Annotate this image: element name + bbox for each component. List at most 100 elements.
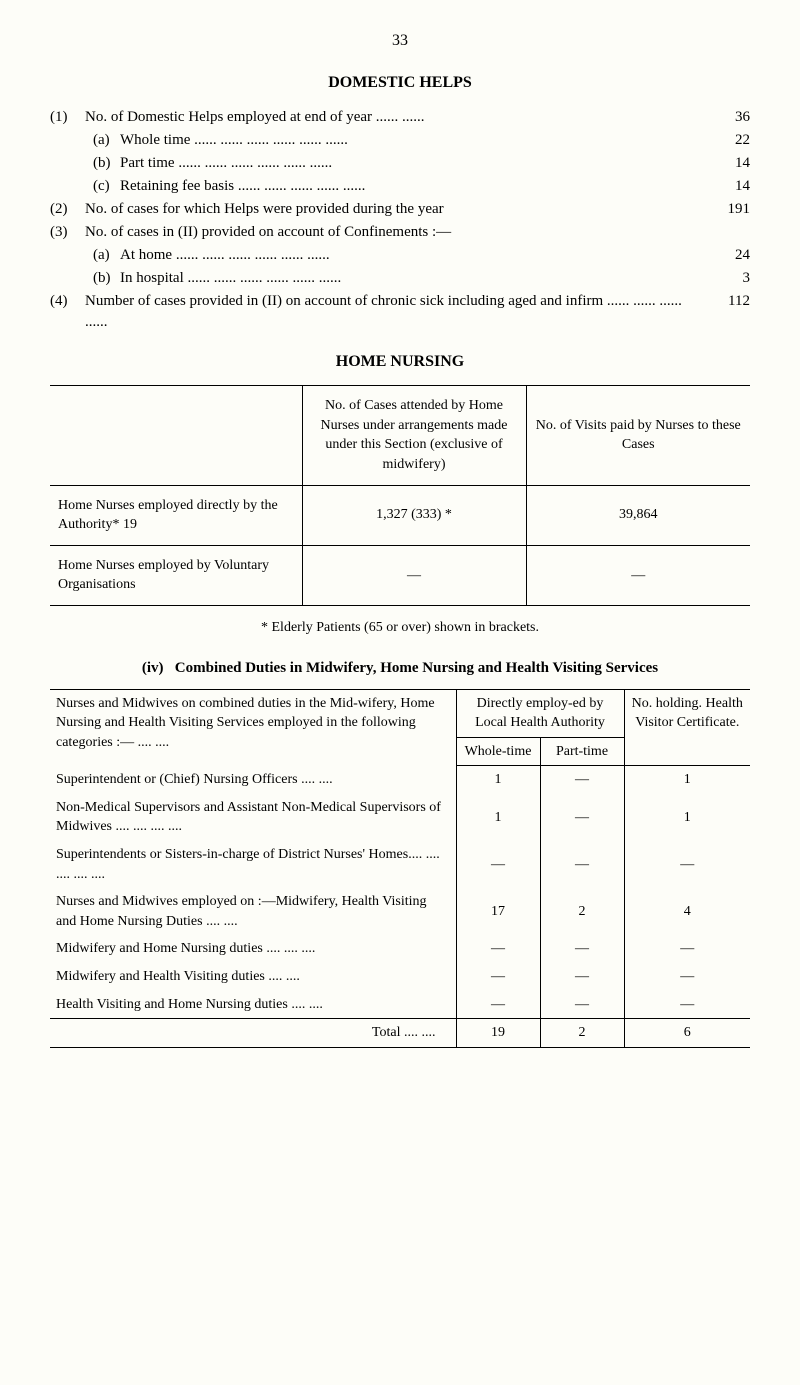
combined-total-label: Total .... .... [50, 1019, 456, 1048]
nursing-row2-cases: — [302, 545, 526, 605]
combined-cert-header: No. holding. Health Visitor Certificate. [624, 689, 750, 766]
combined-row-whole: — [456, 963, 540, 991]
nursing-row1-label: Home Nurses employed directly by the Aut… [50, 485, 302, 545]
combined-row-part: 2 [540, 888, 624, 935]
domestic-item-row: (2)No. of cases for which Helps were pro… [50, 199, 750, 220]
domestic-item-row: (b)Part time ...... ...... ...... ......… [50, 153, 750, 174]
item-number [50, 130, 85, 151]
combined-row: Superintendent or (Chief) Nursing Office… [50, 766, 750, 794]
combined-row-cert: — [624, 991, 750, 1019]
combined-row-label: Nurses and Midwives employed on :—Midwif… [50, 888, 456, 935]
combined-row-cert: 1 [624, 794, 750, 841]
combined-row-label: Superintendents or Sisters-in-charge of … [50, 841, 456, 888]
combined-row: Health Visiting and Home Nursing duties … [50, 991, 750, 1019]
combined-row-label: Superintendent or (Chief) Nursing Office… [50, 766, 456, 794]
item-label: Part time ...... ...... ...... ...... ..… [120, 153, 700, 174]
item-label: At home ...... ...... ...... ...... ....… [120, 245, 700, 266]
domestic-item-row: (1)No. of Domestic Helps employed at end… [50, 107, 750, 128]
item-label: Retaining fee basis ...... ...... ......… [120, 176, 700, 197]
combined-row: Nurses and Midwives employed on :—Midwif… [50, 888, 750, 935]
item-sub: (a) [85, 245, 120, 266]
nursing-row1-visits: 39,864 [526, 485, 750, 545]
combined-employ-header: Directly employ-ed by Local Health Autho… [456, 689, 624, 737]
item-number: (3) [50, 222, 85, 243]
nursing-col2-header: No. of Cases attended by Home Nurses und… [302, 386, 526, 485]
nursing-col3-header: No. of Visits paid by Nurses to these Ca… [526, 386, 750, 485]
domestic-item-row: (a)At home ...... ...... ...... ...... .… [50, 245, 750, 266]
combined-row-whole: — [456, 935, 540, 963]
combined-row-whole: 1 [456, 794, 540, 841]
combined-row: Midwifery and Health Visiting duties ...… [50, 963, 750, 991]
combined-table: Nurses and Midwives on combined duties i… [50, 689, 750, 1048]
item-value: 14 [700, 153, 750, 174]
item-number [50, 176, 85, 197]
item-label: No. of Domestic Helps employed at end of… [85, 107, 700, 128]
item-label: No. of cases in (II) provided on account… [85, 222, 700, 243]
nursing-footnote: * Elderly Patients (65 or over) shown in… [50, 618, 750, 638]
nursing-row2-visits: — [526, 545, 750, 605]
item-value: 14 [700, 176, 750, 197]
combined-row-whole: — [456, 841, 540, 888]
combined-row-cert: — [624, 841, 750, 888]
home-nursing-heading: HOME NURSING [50, 351, 750, 373]
combined-total-part: 2 [540, 1019, 624, 1048]
nursing-row1-cases: 1,327 (333) * [302, 485, 526, 545]
item-value: 24 [700, 245, 750, 266]
combined-whole-label: Whole-time [456, 737, 540, 766]
combined-row-label: Non-Medical Supervisors and Assistant No… [50, 794, 456, 841]
combined-row-label: Health Visiting and Home Nursing duties … [50, 991, 456, 1019]
item-value: 3 [700, 268, 750, 289]
item-number [50, 268, 85, 289]
item-label: Number of cases provided in (II) on acco… [85, 291, 700, 333]
combined-row-cert: — [624, 935, 750, 963]
item-label: Whole time ...... ...... ...... ...... .… [120, 130, 700, 151]
item-value [700, 222, 750, 243]
combined-row-part: — [540, 766, 624, 794]
domestic-item-row: (4)Number of cases provided in (II) on a… [50, 291, 750, 333]
item-value: 36 [700, 107, 750, 128]
combined-row-label: Midwifery and Health Visiting duties ...… [50, 963, 456, 991]
item-number: (4) [50, 291, 85, 333]
domestic-item-row: (c)Retaining fee basis ...... ...... ...… [50, 176, 750, 197]
item-label: In hospital ...... ...... ...... ...... … [120, 268, 700, 289]
item-sub: (c) [85, 176, 120, 197]
combined-row: Non-Medical Supervisors and Assistant No… [50, 794, 750, 841]
combined-row-whole: — [456, 991, 540, 1019]
combined-part-label: Part-time [540, 737, 624, 766]
combined-heading-text: Combined Duties in Midwifery, Home Nursi… [175, 660, 658, 676]
combined-row-part: — [540, 841, 624, 888]
combined-row-part: — [540, 794, 624, 841]
item-label: No. of cases for which Helps were provid… [85, 199, 700, 220]
combined-top-left: Nurses and Midwives on combined duties i… [50, 689, 456, 766]
item-number: (1) [50, 107, 85, 128]
domestic-helps-heading: DOMESTIC HELPS [50, 72, 750, 94]
domestic-item-row: (3)No. of cases in (II) provided on acco… [50, 222, 750, 243]
item-sub: (a) [85, 130, 120, 151]
item-sub: (b) [85, 153, 120, 174]
combined-heading: (iv) Combined Duties in Midwifery, Home … [50, 658, 750, 679]
home-nursing-table: No. of Cases attended by Home Nurses und… [50, 385, 750, 606]
domestic-item-row: (a)Whole time ...... ...... ...... .....… [50, 130, 750, 151]
combined-heading-num: (iv) [142, 660, 164, 676]
combined-row-part: — [540, 991, 624, 1019]
combined-total-cert: 6 [624, 1019, 750, 1048]
item-value: 22 [700, 130, 750, 151]
item-number [50, 153, 85, 174]
item-sub: (b) [85, 268, 120, 289]
domestic-helps-list: (1)No. of Domestic Helps employed at end… [50, 107, 750, 333]
item-value: 191 [700, 199, 750, 220]
page-number: 33 [50, 30, 750, 52]
item-value: 112 [700, 291, 750, 333]
nursing-blank-cell [50, 386, 302, 485]
item-number [50, 245, 85, 266]
combined-row-whole: 17 [456, 888, 540, 935]
combined-row-part: — [540, 963, 624, 991]
nursing-row2-label: Home Nurses employed by Voluntary Organi… [50, 545, 302, 605]
domestic-item-row: (b)In hospital ...... ...... ...... ....… [50, 268, 750, 289]
item-number: (2) [50, 199, 85, 220]
combined-row-cert: — [624, 963, 750, 991]
combined-row-cert: 4 [624, 888, 750, 935]
combined-row-label: Midwifery and Home Nursing duties .... .… [50, 935, 456, 963]
combined-row-whole: 1 [456, 766, 540, 794]
combined-row-cert: 1 [624, 766, 750, 794]
